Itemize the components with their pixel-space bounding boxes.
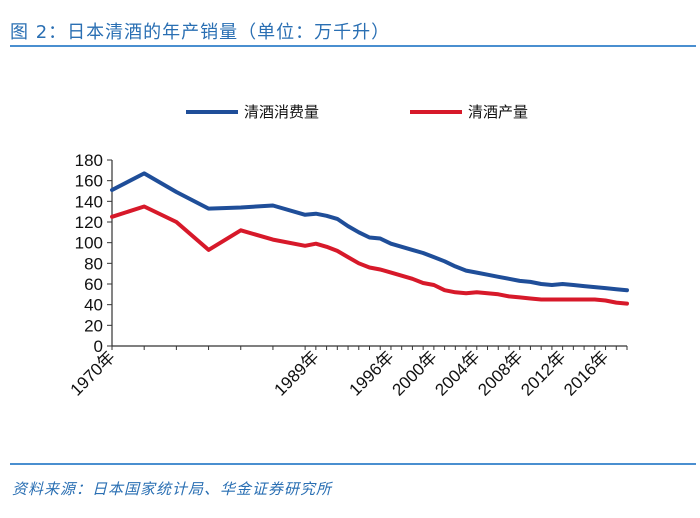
series-line-consumption — [110, 171, 629, 293]
x-tick-label: 1989年 — [270, 347, 322, 399]
source-note: 资料来源：日本国家统计局、华金证券研究所 — [12, 480, 333, 498]
y-tick-label: 0 — [94, 337, 103, 356]
y-tick-label: 40 — [84, 296, 103, 315]
x-tick-label: 2016年 — [560, 347, 612, 399]
title-divider — [10, 45, 696, 47]
legend-item-production: 清酒产量 — [410, 101, 528, 122]
x-tick-label: 2004年 — [431, 347, 483, 399]
y-tick-label: 120 — [75, 213, 103, 232]
x-tick-label: 1996年 — [346, 347, 398, 399]
legend-swatch-consumption — [186, 109, 238, 114]
figure-title: 图 2：日本清酒的年产销量（单位：万千升） — [10, 22, 391, 43]
legend-swatch-production — [410, 109, 462, 114]
y-tick-label: 180 — [75, 151, 103, 170]
y-tick-label: 160 — [75, 172, 103, 191]
y-tick-label: 20 — [84, 316, 103, 335]
x-tick-label: 2012年 — [517, 347, 569, 399]
source-divider — [10, 463, 696, 465]
y-tick-label: 140 — [75, 192, 103, 211]
x-tick-label: 2008年 — [474, 347, 526, 399]
chart-legend: 清酒消费量 清酒产量 — [0, 101, 700, 121]
y-tick-label: 80 — [84, 254, 103, 273]
series-line-production — [110, 204, 629, 306]
x-tick-label: 2000年 — [388, 347, 440, 399]
y-tick-label: 100 — [75, 234, 103, 253]
legend-label-production: 清酒产量 — [468, 103, 529, 121]
legend-label-consumption: 清酒消费量 — [244, 103, 320, 121]
legend-item-consumption: 清酒消费量 — [186, 101, 319, 122]
y-tick-label: 60 — [84, 275, 103, 294]
